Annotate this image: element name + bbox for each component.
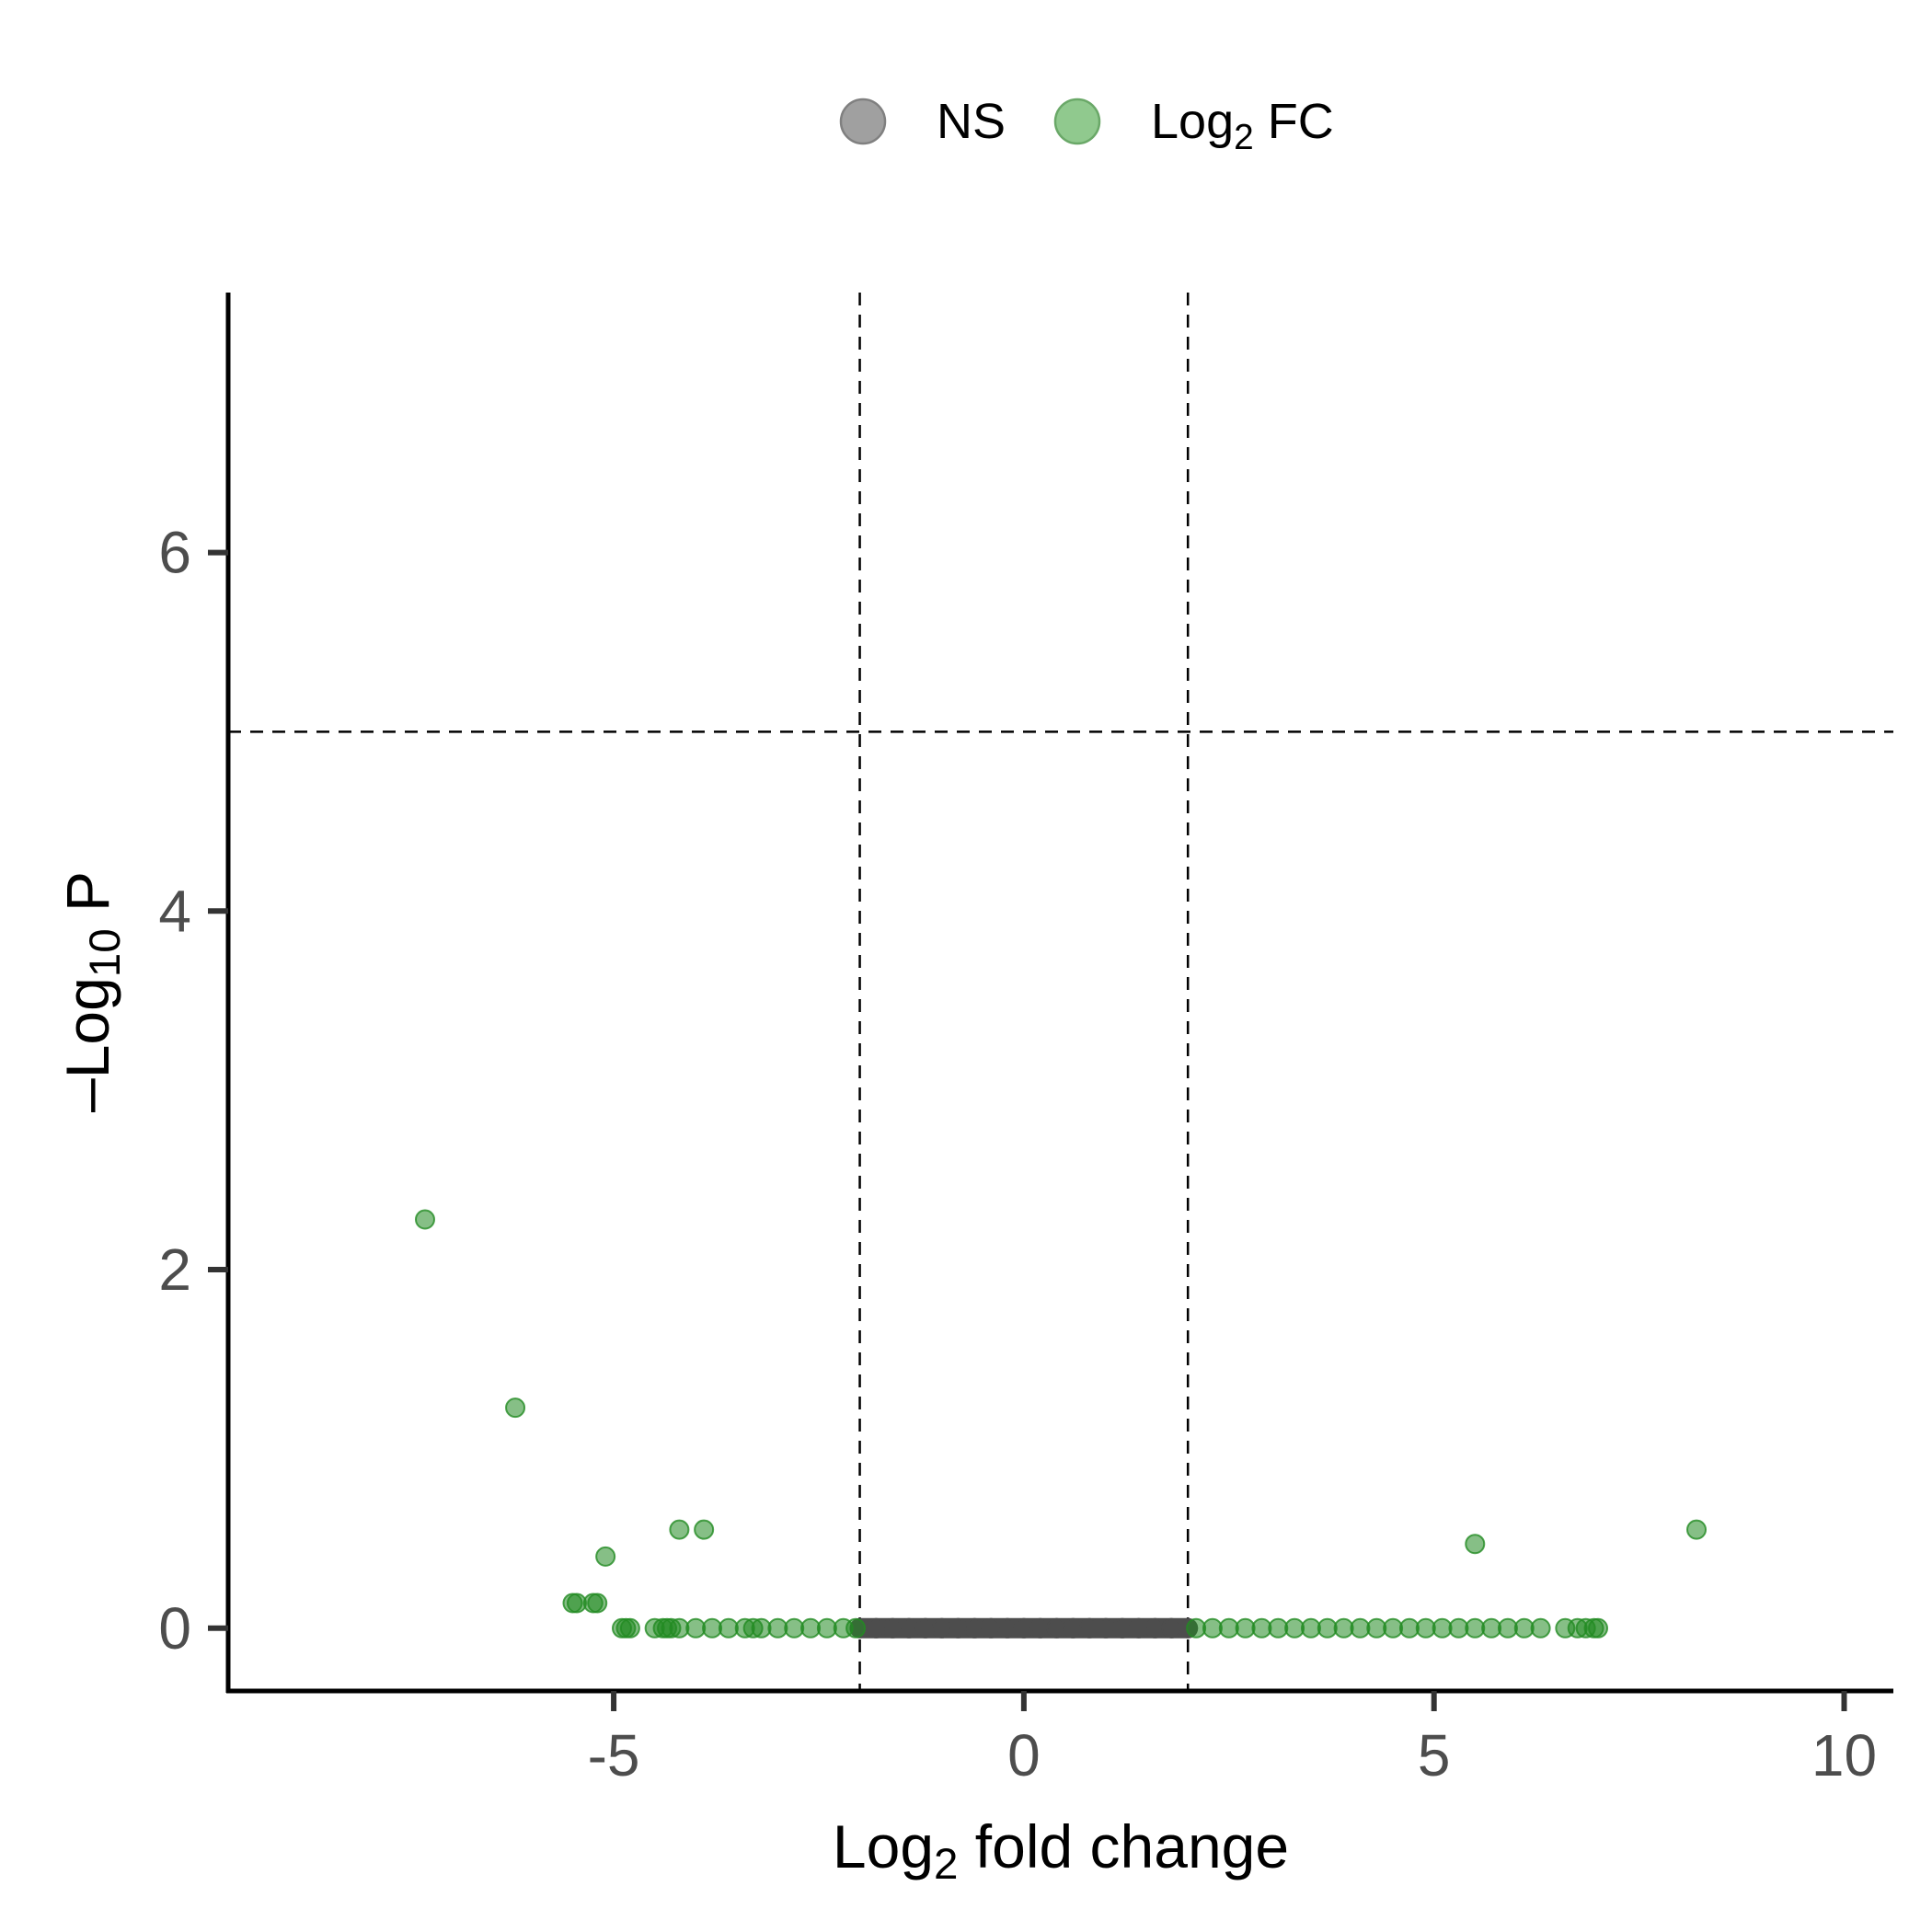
fc-point xyxy=(619,1617,640,1639)
fc-point xyxy=(505,1397,526,1419)
fc-point xyxy=(1686,1519,1708,1540)
fc-point xyxy=(1465,1534,1486,1555)
y-tick-label: 6 xyxy=(158,520,191,586)
y-tick-label: 2 xyxy=(158,1236,191,1303)
x-axis-title: Log2 fold change xyxy=(833,1812,1289,1889)
y-tick-label: 0 xyxy=(158,1595,191,1662)
fc-point xyxy=(595,1546,616,1567)
threshold-lines xyxy=(228,293,1893,1691)
y-axis-title: –Log10 P xyxy=(53,871,130,1112)
fc-point xyxy=(414,1209,435,1230)
x-tick-label: 5 xyxy=(1418,1722,1451,1788)
legend-label-ns: NS xyxy=(937,94,1006,149)
fc-point xyxy=(845,1617,867,1639)
data-points xyxy=(414,1209,1708,1639)
fc-point xyxy=(669,1519,690,1540)
fc-point xyxy=(1588,1617,1609,1639)
axis-titles: Log2 fold change –Log10 P xyxy=(53,871,1289,1889)
x-tick-label: 10 xyxy=(1811,1722,1877,1788)
fc-point xyxy=(694,1519,715,1540)
fc-point xyxy=(587,1593,608,1614)
legend: NS Log2 FC xyxy=(839,94,1334,157)
axes: 0 2 4 6 -5 0 5 10 xyxy=(158,293,1893,1788)
legend-marker-fc xyxy=(1053,98,1101,145)
y-tick-label: 4 xyxy=(158,878,191,944)
x-tick-label: -5 xyxy=(588,1722,640,1788)
legend-marker-ns xyxy=(839,98,887,145)
x-tick-label: 0 xyxy=(1007,1722,1041,1788)
legend-label-fc: Log2 FC xyxy=(1151,94,1334,157)
fc-point xyxy=(1530,1617,1551,1639)
